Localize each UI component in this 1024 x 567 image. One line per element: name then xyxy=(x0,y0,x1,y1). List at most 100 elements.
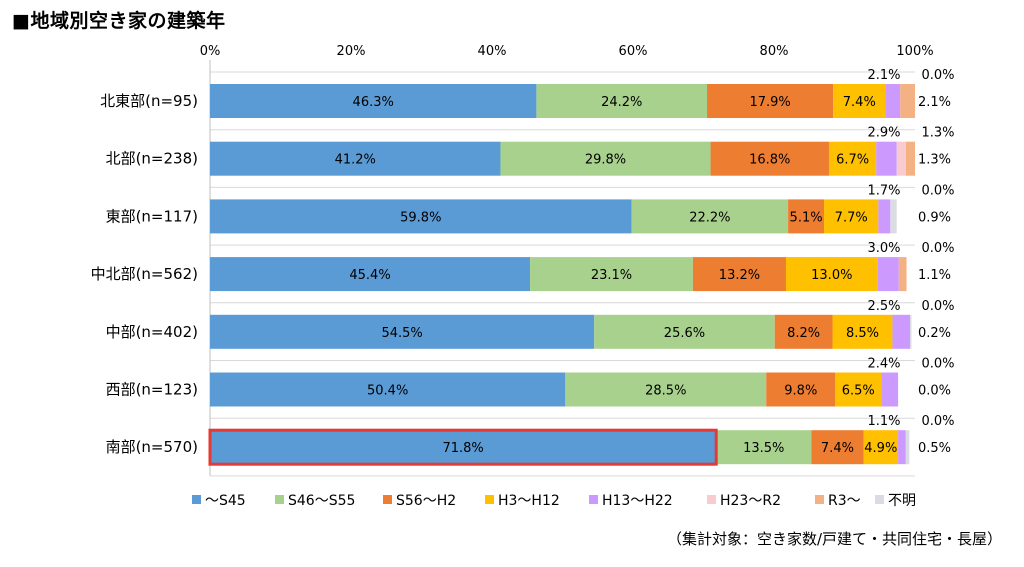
footnote: （集計対象：空き家数/戸建て・共同住宅・長屋） xyxy=(666,530,1002,548)
bar-segment xyxy=(210,257,531,292)
data-label: 17.9% xyxy=(749,95,790,110)
x-tick-label: 20% xyxy=(337,44,366,59)
bar-segment xyxy=(877,257,899,292)
bar-segment xyxy=(631,199,789,234)
legend-swatch xyxy=(815,495,824,504)
bar-segment xyxy=(692,257,786,292)
data-label: 7.4% xyxy=(843,95,876,110)
category-label: 北東部(n=95) xyxy=(100,92,198,110)
bar-segment xyxy=(210,141,501,176)
data-label: 22.2% xyxy=(689,210,730,225)
data-label: 13.5% xyxy=(743,441,784,456)
data-label: 41.2% xyxy=(335,153,376,168)
data-label: 71.8% xyxy=(442,441,483,456)
legend-label: R3～ xyxy=(828,493,861,509)
annotation-label: 1.3% xyxy=(921,126,954,141)
category-label: 南部(n=570) xyxy=(106,438,198,456)
x-tick-label: 60% xyxy=(619,44,648,59)
data-label: 23.1% xyxy=(591,268,632,283)
bar-segment xyxy=(900,84,915,118)
legend-label: S46～S55 xyxy=(288,493,355,509)
bar-segment xyxy=(876,141,897,176)
annotation-label: 1.1% xyxy=(867,414,900,429)
annotation-label: 2.5% xyxy=(867,299,900,314)
annotation-label: 0.0% xyxy=(918,384,951,399)
data-label: 8.5% xyxy=(846,326,879,341)
category-label: 中北部(n=562) xyxy=(91,265,198,283)
legend-swatch xyxy=(589,495,598,504)
data-label: 29.8% xyxy=(585,153,626,168)
bar-segment xyxy=(892,314,911,349)
x-tick-label: 0% xyxy=(200,44,221,59)
bar-segment xyxy=(536,84,708,118)
bar-segment xyxy=(766,372,836,407)
data-label: 59.8% xyxy=(400,210,441,225)
bar-segment xyxy=(881,372,899,407)
bar-segment xyxy=(828,141,877,176)
highlight-frame xyxy=(208,428,718,466)
bar-segment xyxy=(530,257,693,292)
annotation-label: 0.0% xyxy=(921,68,954,83)
legend-label: H23～R2 xyxy=(720,493,781,509)
data-label: 4.9% xyxy=(864,441,897,456)
bar-segment xyxy=(785,257,878,292)
data-label: 46.3% xyxy=(353,95,394,110)
bar-segment xyxy=(863,430,899,465)
data-label: 24.2% xyxy=(601,95,642,110)
data-label: 28.5% xyxy=(645,384,686,399)
legend-label: H3～H12 xyxy=(498,493,560,509)
bar-segment xyxy=(774,314,833,349)
data-label: 6.5% xyxy=(842,384,875,399)
annotation-label: 0.0% xyxy=(921,183,954,198)
annotation-label: 0.9% xyxy=(918,210,951,225)
data-label: 5.1% xyxy=(790,210,823,225)
bar-segment xyxy=(716,430,812,465)
bar-segment xyxy=(824,199,879,234)
annotation-label: 0.0% xyxy=(921,357,954,372)
x-tick-label: 40% xyxy=(478,44,507,59)
annotation-label: 2.9% xyxy=(867,126,900,141)
data-label: 9.8% xyxy=(784,384,817,399)
bar-segment xyxy=(896,141,906,176)
legend-label: S56～H2 xyxy=(396,493,456,509)
bar-segment xyxy=(910,314,912,349)
bar-segment xyxy=(835,372,882,407)
bar-segment xyxy=(811,430,864,465)
data-label: 7.4% xyxy=(821,441,854,456)
annotation-label: 0.2% xyxy=(918,326,951,341)
annotation-label: 2.1% xyxy=(918,95,951,110)
annotation-label: 0.0% xyxy=(921,299,954,314)
bar-segment xyxy=(210,372,566,407)
annotation-label: 1.7% xyxy=(867,183,900,198)
annotation-label: 0.0% xyxy=(921,414,954,429)
bar-segment xyxy=(594,314,775,349)
data-label: 13.0% xyxy=(811,268,852,283)
bar-segment xyxy=(788,199,825,234)
legend-swatch xyxy=(707,495,716,504)
x-tick-label: 80% xyxy=(760,44,789,59)
data-label: 16.8% xyxy=(749,153,790,168)
data-label: 8.2% xyxy=(787,326,820,341)
category-label: 中部(n=402) xyxy=(106,323,198,341)
bar-segment xyxy=(878,199,891,234)
legend-swatch xyxy=(485,495,494,504)
annotation-label: 2.4% xyxy=(867,357,900,372)
annotation-label: 1.3% xyxy=(918,153,951,168)
legend-swatch xyxy=(275,495,284,504)
legend-swatch xyxy=(192,495,201,504)
category-label: 東部(n=117) xyxy=(106,207,198,225)
bar-segment xyxy=(500,141,711,176)
annotation-label: 3.0% xyxy=(867,241,900,256)
data-label: 6.7% xyxy=(836,153,869,168)
data-label: 50.4% xyxy=(367,384,408,399)
data-label: 45.4% xyxy=(349,268,390,283)
legend-label: 不明 xyxy=(888,493,916,509)
legend-swatch xyxy=(875,495,884,504)
bar-segment xyxy=(833,84,886,118)
data-label: 25.6% xyxy=(664,326,705,341)
annotation-label: 0.0% xyxy=(921,241,954,256)
chart-title: ■地域別空き家の建築年 xyxy=(12,10,226,32)
bar-segment xyxy=(885,84,901,118)
bar-segment xyxy=(710,141,829,176)
